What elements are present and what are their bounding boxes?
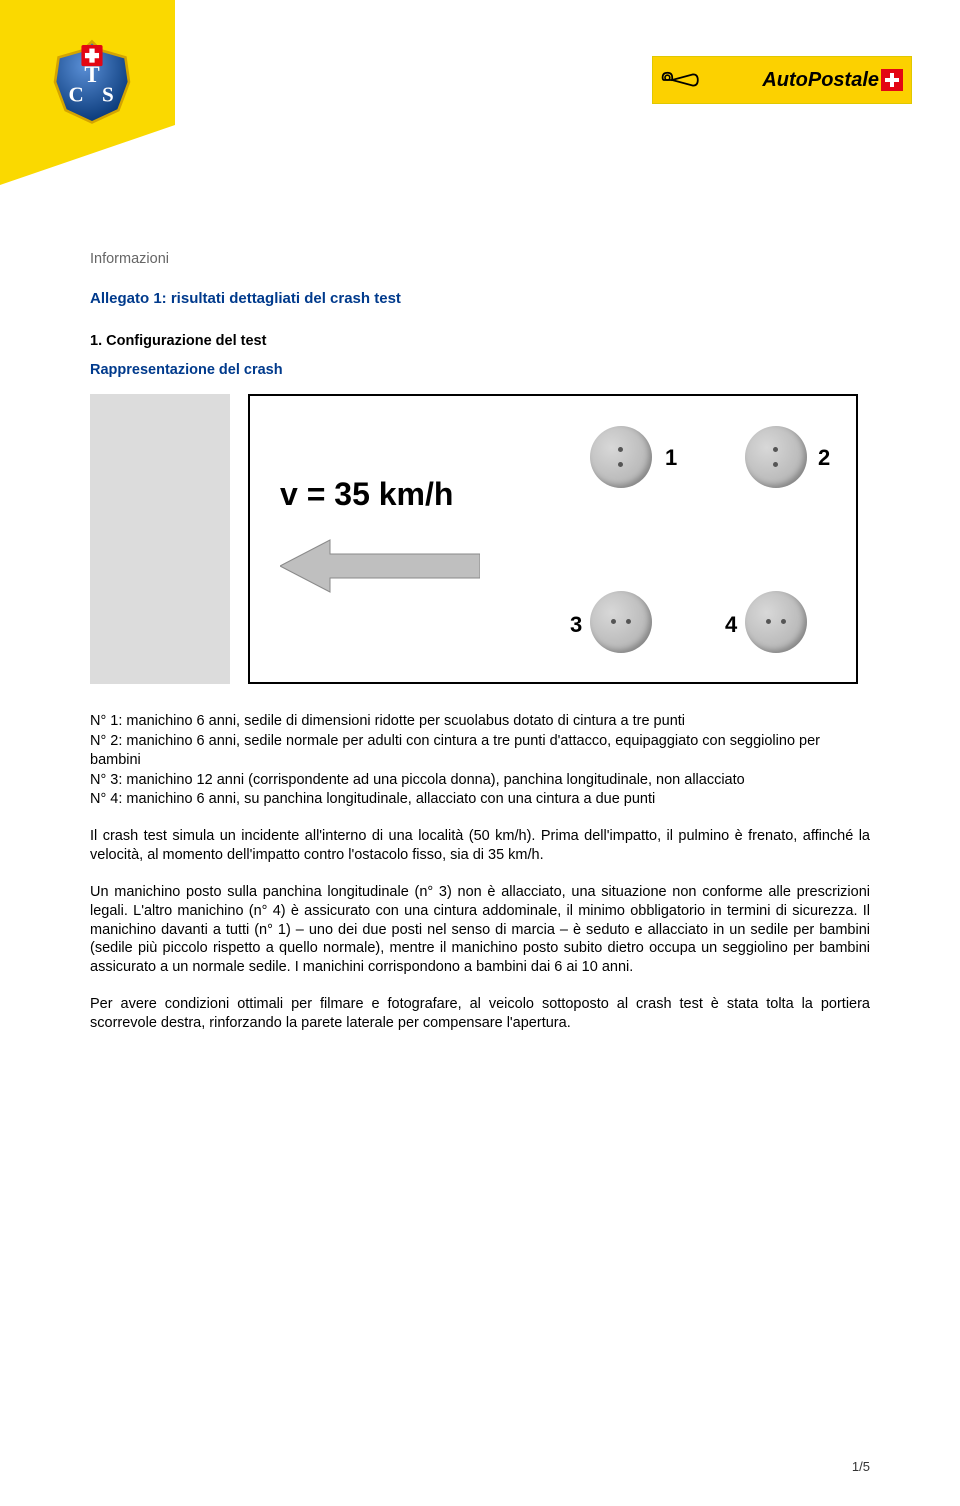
brand-label: AutoPostale bbox=[762, 69, 879, 92]
paragraph-1: Il crash test simula un incidente all'in… bbox=[90, 827, 870, 865]
page-title: Allegato 1: risultati dettagliati del cr… bbox=[90, 289, 870, 309]
horn-icon bbox=[661, 66, 701, 94]
svg-text:T: T bbox=[84, 62, 99, 87]
vehicle-box: v = 35 km/h 1 2 3 4 bbox=[248, 394, 858, 684]
sub-heading: Rappresentazione del crash bbox=[90, 361, 870, 380]
seat-1 bbox=[590, 426, 652, 488]
seat-4-label: 4 bbox=[725, 611, 737, 640]
seat-2 bbox=[745, 426, 807, 488]
page-header: T C S AutoPostale bbox=[0, 0, 960, 150]
legend: N° 1: manichino 6 anni, sedile di dimens… bbox=[90, 712, 870, 809]
legend-n2: N° 2: manichino 6 anni, sedile normale p… bbox=[90, 732, 870, 770]
seat-3-label: 3 bbox=[570, 611, 582, 640]
svg-text:S: S bbox=[102, 82, 114, 106]
content-area: Informazioni Allegato 1: risultati detta… bbox=[0, 150, 960, 1033]
arrow-icon bbox=[280, 536, 480, 596]
obstacle-block bbox=[90, 394, 230, 684]
crash-diagram: v = 35 km/h 1 2 3 4 bbox=[90, 394, 870, 684]
seat-1-label: 1 bbox=[665, 444, 677, 473]
section-heading: 1. Configurazione del test bbox=[90, 332, 870, 351]
svg-text:C: C bbox=[69, 82, 84, 106]
paragraph-2: Un manichino posto sulla panchina longit… bbox=[90, 883, 870, 977]
info-label: Informazioni bbox=[90, 250, 870, 269]
legend-n1: N° 1: manichino 6 anni, sedile di dimens… bbox=[90, 712, 870, 731]
paragraph-3: Per avere condizioni ottimali per filmar… bbox=[90, 995, 870, 1033]
seat-4 bbox=[745, 591, 807, 653]
tcs-logo: T C S bbox=[48, 38, 136, 126]
page-number: 1/5 bbox=[852, 1459, 870, 1474]
speed-label: v = 35 km/h bbox=[280, 474, 453, 516]
yellow-tail bbox=[0, 125, 175, 185]
seat-3 bbox=[590, 591, 652, 653]
legend-n4: N° 4: manichino 6 anni, su panchina long… bbox=[90, 790, 870, 809]
swiss-plus-icon bbox=[881, 69, 903, 91]
autopostale-text: AutoPostale bbox=[762, 69, 903, 92]
autopostale-badge: AutoPostale bbox=[652, 56, 912, 104]
legend-n3: N° 3: manichino 12 anni (corrispondente … bbox=[90, 771, 870, 790]
seat-2-label: 2 bbox=[818, 444, 830, 473]
